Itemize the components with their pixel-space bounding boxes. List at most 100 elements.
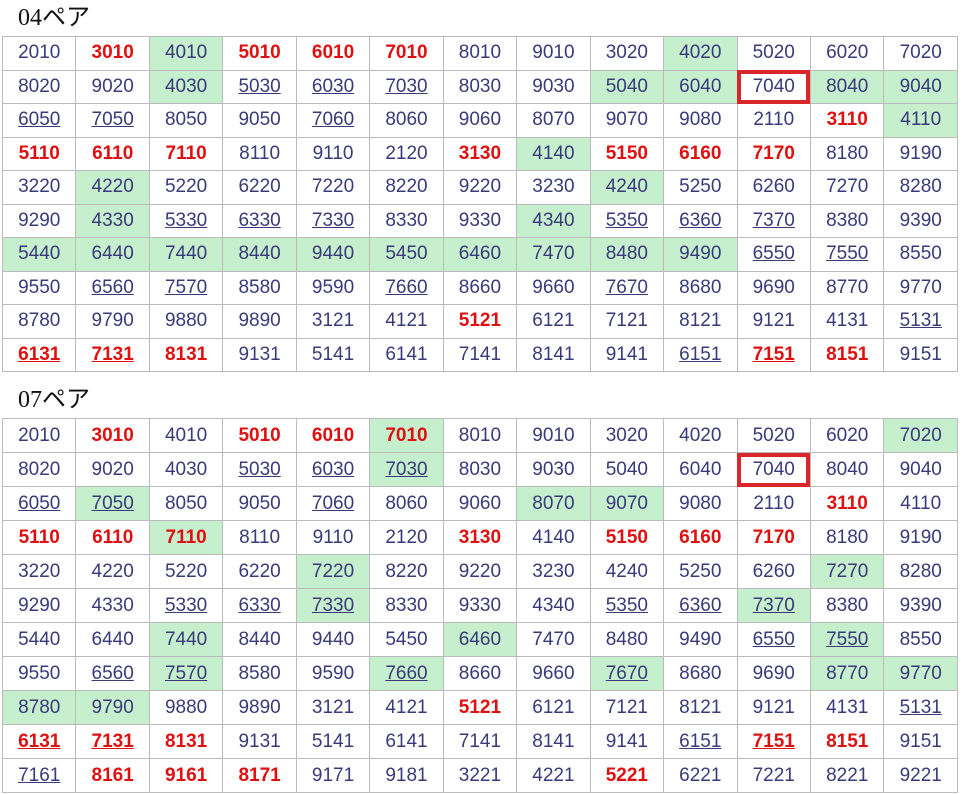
cell: 6040 [663, 452, 738, 487]
cell: 3221 [442, 758, 518, 793]
cell: 6050 [1, 486, 77, 521]
cell: 9770 [883, 656, 958, 691]
cell: 9790 [75, 304, 150, 339]
cell: 8151 [809, 724, 885, 759]
cell: 7131 [75, 724, 150, 759]
cell: 5450 [369, 622, 444, 657]
cell: 8220 [369, 170, 444, 205]
cell: 6220 [222, 170, 297, 205]
cell: 4110 [883, 103, 958, 138]
cell: 7110 [148, 136, 224, 171]
cell: 9330 [442, 203, 518, 238]
cell: 4131 [809, 690, 885, 725]
table-row: 9290 4330 5330 6330 7330 8330 9330 4340 5350 6360… [1, 203, 958, 238]
table-row: 8780 9790 9880 9890 3121 4121 5121 6121 7121 8121… [1, 690, 958, 725]
cell: 9880 [148, 690, 224, 725]
cell: 8141 [516, 724, 591, 759]
cell: 6030 [295, 69, 371, 104]
cell: 7060 [295, 103, 371, 138]
cell: 8770 [809, 270, 885, 305]
cell: 8060 [369, 103, 444, 138]
cell: 7660 [369, 270, 444, 305]
cell: 7161 [1, 758, 77, 793]
cell: 6330 [222, 203, 297, 238]
cell: 5221 [589, 758, 665, 793]
cell: 2110 [736, 486, 811, 521]
cell: 9110 [295, 136, 371, 171]
cell: 9070 [589, 486, 665, 521]
cell: 9181 [369, 758, 444, 793]
cell: 6220 [222, 554, 297, 589]
cell: 7010 [369, 36, 444, 71]
table-row: 8780 9790 9880 9890 3121 4121 5121 6121 7121 8121… [1, 304, 958, 339]
cell: 3020 [589, 418, 665, 453]
cell: 4121 [369, 304, 444, 339]
cell: 9060 [442, 486, 518, 521]
cell: 2120 [369, 136, 444, 171]
table-row: 9290 4330 5330 6330 7330 8330 9330 4340 5350 6360… [1, 588, 958, 623]
section-title: 07ペア [18, 387, 90, 413]
cell: 8010 [442, 36, 518, 71]
cell: 6131 [1, 724, 77, 759]
cell: 6460 [442, 237, 518, 272]
cell: 8020 [1, 452, 77, 487]
cell: 9290 [1, 203, 77, 238]
cell: 8440 [222, 622, 297, 657]
cell: 9590 [295, 656, 371, 691]
cell: 9020 [75, 69, 150, 104]
cell: 7270 [809, 554, 885, 589]
cell: 5131 [883, 690, 958, 725]
cell: 5010 [222, 36, 297, 71]
cell: 9660 [516, 656, 591, 691]
section-title: 04ペア [18, 5, 90, 31]
cell: 6110 [75, 520, 150, 555]
cell: 9290 [1, 588, 77, 623]
cell: 7141 [442, 337, 518, 372]
cell: 5141 [295, 337, 371, 372]
cell: 6151 [663, 337, 738, 372]
cell: 6440 [75, 622, 150, 657]
cell: 6141 [369, 337, 444, 372]
cell: 8070 [516, 486, 591, 521]
cell: 8131 [148, 337, 224, 372]
cell: 8580 [222, 656, 297, 691]
table-row: 6050 7050 8050 9050 7060 8060 9060 8070 9070 9080… [1, 103, 958, 138]
cell: 9010 [516, 418, 591, 453]
cell: 8330 [369, 588, 444, 623]
cell: 5030 [222, 452, 297, 487]
cell: 9141 [589, 337, 665, 372]
cell: 7131 [75, 337, 150, 372]
cell: 4020 [663, 36, 738, 71]
cell: 8070 [516, 103, 591, 138]
cell: 8280 [883, 170, 958, 205]
cell: 3010 [75, 418, 150, 453]
cell: 7570 [148, 270, 224, 305]
cell: 4330 [75, 588, 150, 623]
cell: 7370 [736, 203, 811, 238]
cell: 8110 [222, 520, 297, 555]
cell: 7110 [148, 520, 224, 555]
cell: 7670 [589, 270, 665, 305]
cell: 7170 [736, 136, 811, 171]
cell: 4340 [516, 203, 591, 238]
cell: 9050 [222, 486, 297, 521]
cell: 3230 [516, 554, 591, 589]
cell: 6160 [663, 520, 738, 555]
cell: 6010 [295, 36, 371, 71]
cell: 8480 [589, 237, 665, 272]
cell: 6550 [736, 622, 811, 657]
cell: 6050 [1, 103, 77, 138]
cell: 5150 [589, 520, 665, 555]
cell: 6020 [809, 418, 885, 453]
cell: 9390 [883, 203, 958, 238]
cell: 8550 [883, 237, 958, 272]
cell: 9220 [442, 554, 518, 589]
cell: 6560 [75, 656, 150, 691]
cell: 5110 [1, 520, 77, 555]
cell: 8480 [589, 622, 665, 657]
cell: 6010 [295, 418, 371, 453]
cell: 6141 [369, 724, 444, 759]
cell: 8020 [1, 69, 77, 104]
